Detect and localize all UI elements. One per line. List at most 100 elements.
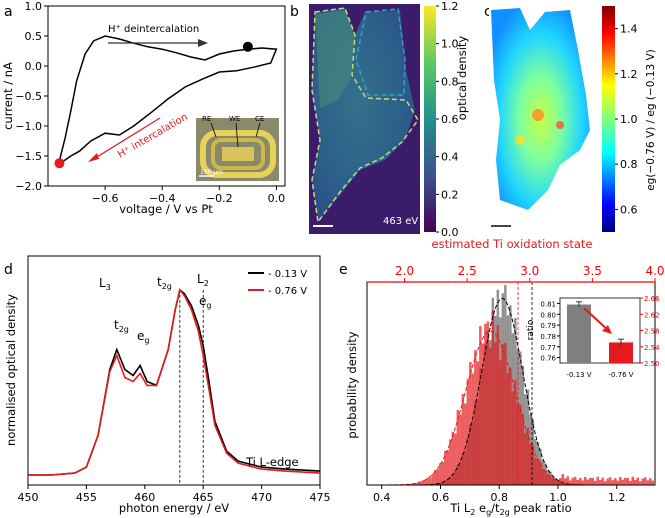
hist-bar-076V — [544, 470, 547, 485]
hist-bar-076V — [451, 431, 455, 485]
inset-rtick-label: 2.66 — [644, 295, 660, 303]
panel-d-x-ticks: 450 455 460 465 470 475 — [18, 485, 331, 504]
panel-c-letter: c — [484, 4, 492, 20]
hist-bar-076V — [496, 325, 500, 485]
hist-bar-076V — [476, 361, 480, 485]
b-cbtick-label: 0.8 — [441, 75, 459, 88]
hist-bar-076V — [604, 481, 607, 485]
spectrum-076V — [28, 288, 321, 476]
inset-ytick-label: 0.81 — [540, 300, 556, 308]
panel-e-top-xlabel: estimated Ti oxidation state — [432, 237, 593, 251]
hist-bar-076V — [441, 462, 445, 485]
hist-bar-076V — [529, 444, 532, 485]
d-xtick-label: 450 — [18, 491, 39, 504]
legend-076V: - 0.76 V — [268, 286, 307, 297]
cv-start-marker — [242, 41, 253, 52]
hist-bar-076V — [411, 483, 415, 485]
panel-e-top-ticks: 2.0 2.5 3.0 3.5 4.0 — [395, 264, 665, 282]
peak-L3: L3 — [99, 276, 111, 292]
b-cbtick-label: 1.0 — [441, 38, 459, 51]
inset-arrow-line — [583, 307, 610, 332]
e-toptick-label: 3.0 — [520, 264, 539, 278]
hist-bar-076V — [576, 480, 579, 485]
inset-right-ticks: 2.66 2.62 2.58 2.54 2.50 — [640, 295, 660, 368]
hist-bar-076V — [541, 469, 545, 485]
hist-bar-076V — [454, 433, 457, 485]
hist-bar-076V — [624, 477, 627, 485]
hist-bar-076V — [464, 403, 467, 485]
deint-label: H⁺ deintercalation — [108, 24, 199, 35]
e-xtick-label: 0.6 — [432, 491, 450, 504]
b-cbtick-label: 0.6 — [441, 113, 459, 126]
hist-bar-076V — [631, 476, 634, 485]
panel-d-xlabel: photon energy / eV — [119, 501, 229, 515]
a-xtick-label: −0.4 — [149, 192, 176, 205]
e-xtick-label: 0.4 — [373, 491, 391, 504]
hist-bar-076V — [626, 477, 629, 485]
panel-e-inset: 0.81 0.80 0.79 0.78 0.77 0.76 2.66 2.62 2.58 2.5… — [526, 295, 660, 379]
hist-bar-076V — [536, 458, 540, 485]
a-xtick-label: 0.0 — [268, 192, 286, 205]
hist-bar-076V — [479, 326, 482, 485]
hist-bar-076V — [581, 480, 584, 485]
hist-bar-076V — [639, 481, 642, 485]
c-cbtick-label: 1.2 — [620, 68, 638, 81]
panel-b-colorbar — [424, 6, 436, 232]
panel-e-x-ticks: 0.4 0.6 0.8 1.0 1.2 — [373, 485, 626, 504]
hist-bar-076V — [579, 478, 582, 485]
e-toptick-label: 2.0 — [395, 264, 414, 278]
hist-bar-076V — [444, 451, 447, 485]
hist-bar-076V — [434, 470, 437, 485]
hist-bar-076V — [439, 463, 442, 485]
panel-a-letter: a — [4, 4, 13, 20]
hist-bar-076V — [504, 342, 507, 485]
hist-bar-076V — [416, 482, 420, 485]
panel-a-xlabel: voltage / V vs Pt — [119, 202, 213, 216]
d-xtick-label: 460 — [134, 491, 155, 504]
b-cbtick-label: 0.2 — [441, 188, 459, 201]
a-ytick-label: −1.5 — [15, 150, 42, 163]
hist-bar-076V — [634, 480, 637, 485]
deint-arrow-head — [198, 39, 208, 47]
hist-bar-076V — [414, 483, 417, 485]
hist-bar-076V — [551, 478, 555, 485]
panel-a-ylabel: current / nA — [1, 62, 15, 130]
hist-bar-076V — [561, 474, 564, 485]
b-cbtick-label: 0.4 — [441, 151, 459, 164]
panel-d: d 450 455 460 465 470 475 photon energy / eV … — [4, 255, 331, 515]
hist-bar-076V — [554, 479, 557, 485]
inset-scale: 100 µm — [200, 169, 223, 176]
hist-bar-076V — [489, 347, 492, 485]
e-toptick-label: 2.5 — [458, 264, 477, 278]
hist-bar-076V — [611, 480, 614, 485]
a-xtick-label: −0.2 — [206, 192, 233, 205]
hist-bar-076V — [469, 362, 472, 485]
hist-bar-076V — [616, 480, 619, 485]
panel-a-y-ticks: 1.0 0.5 0.0 −0.5 −1.0 −1.5 −2.0 — [15, 0, 48, 193]
inset-ytick-label: 0.80 — [540, 311, 556, 319]
cv-curve — [58, 35, 278, 164]
panel-d-axes — [27, 255, 321, 486]
panel-b: b 463 eV 1.2 1.0 0.8 0.6 0.4 0.2 0.0 optical d… — [290, 0, 469, 239]
b-cbtick-label: 0.0 — [441, 226, 459, 239]
e-toptick-label: 4.0 — [645, 264, 664, 278]
a-ytick-label: −2.0 — [15, 180, 42, 193]
c-cbtick-label: 0.8 — [620, 158, 638, 171]
panel-c: c 1.4 1.2 1.0 0.8 0.6 eg(−0.76 V) / eg (−0.1… — [484, 4, 657, 232]
panel-b-colorbar-label: optical density — [455, 36, 469, 121]
d-xtick-label: 470 — [251, 491, 272, 504]
panel-c-colorbar-ticks: 1.4 1.2 1.0 0.8 0.6 — [615, 23, 638, 216]
cv-end-marker — [54, 158, 65, 169]
hist-bar-076V — [599, 480, 602, 485]
a-ytick-label: 1.0 — [25, 0, 43, 13]
inset-ytick-label: 0.76 — [540, 355, 556, 363]
hist-bar-076V — [456, 410, 460, 485]
d-xtick-label: 475 — [310, 491, 331, 504]
int-label: H⁺ intercalation — [116, 112, 190, 161]
hist-bar-076V — [509, 367, 512, 485]
hist-bar-076V — [446, 450, 450, 485]
hist-bar-076V — [646, 480, 649, 485]
hist-bar-076V — [474, 350, 477, 485]
hist-bar-076V — [629, 480, 632, 485]
